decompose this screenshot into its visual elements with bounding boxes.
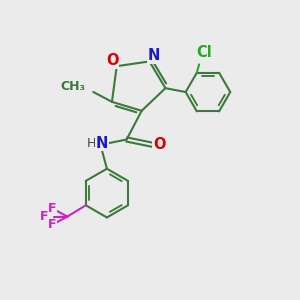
Text: CH₃: CH₃ bbox=[60, 80, 85, 94]
Text: O: O bbox=[153, 137, 166, 152]
Text: F: F bbox=[48, 202, 56, 215]
Text: N: N bbox=[148, 48, 160, 63]
Text: H: H bbox=[87, 136, 96, 149]
Text: N: N bbox=[96, 136, 108, 151]
Text: Cl: Cl bbox=[196, 45, 212, 60]
Text: F: F bbox=[48, 218, 56, 231]
Text: F: F bbox=[40, 210, 49, 223]
Text: O: O bbox=[106, 53, 118, 68]
